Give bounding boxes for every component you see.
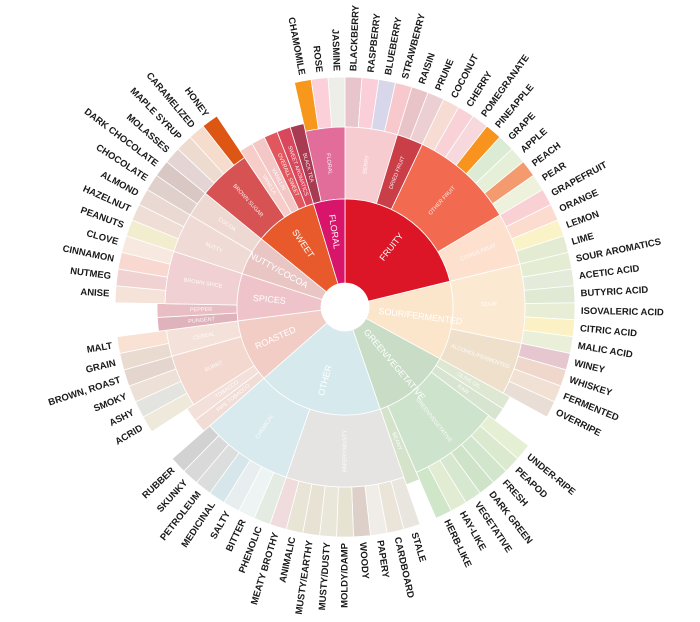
leaf-label-musty-dusty: MUSTY/DUSTY bbox=[317, 541, 333, 610]
category-label-spices: SPICES bbox=[252, 293, 286, 306]
leaf-label-stale: STALE bbox=[408, 531, 427, 563]
leaf-label-clove: CLOVE bbox=[85, 228, 119, 248]
leaf-label-chamomile: CHAMOMILE bbox=[285, 16, 307, 76]
leaf-label-rose: ROSE bbox=[310, 45, 324, 73]
leaf-label-grain: GRAIN bbox=[85, 358, 117, 376]
leaf-label-winey: WINEY bbox=[573, 358, 607, 376]
leaf-label-blueberry: BLUEBERRY bbox=[383, 16, 405, 76]
subcategory-label-pungent: PUNGENT bbox=[188, 316, 216, 325]
center-hole bbox=[321, 283, 369, 331]
subcategory-label-papery-musty: PAPERY/MUSTY bbox=[342, 429, 348, 472]
leaf-label-butyric-acid: BUTYRIC ACID bbox=[580, 285, 648, 300]
leaf-label-raspberry: RASPBERRY bbox=[366, 12, 384, 73]
leaf-label-acrid: ACRID bbox=[113, 423, 145, 448]
subcategory-label-sour: SOUR bbox=[481, 302, 497, 308]
leaf-label-blackberry: BLACKBERRY bbox=[348, 4, 361, 71]
subcategory-label-berry: BERRY bbox=[362, 155, 371, 175]
leaf-label-nutmeg: NUTMEG bbox=[69, 266, 111, 282]
leaf-label-malt: MALT bbox=[86, 341, 113, 356]
subcategory-label-floral: FLORAL bbox=[324, 153, 332, 175]
leaf-label-animalic: ANIMALIC bbox=[278, 536, 299, 584]
leaf-label-papery: PAPERY bbox=[374, 540, 391, 580]
leaf-label-moldy-damp: MOLDY/DAMP bbox=[340, 542, 351, 608]
subcategory-label-pepper: PEPPER bbox=[190, 307, 212, 313]
leaf-label-cinnamon: CINNAMON bbox=[62, 243, 116, 264]
inner-ring bbox=[236, 198, 454, 416]
leaf-label-ashy: ASHY bbox=[108, 407, 137, 429]
leaf-label-lemon: LEMON bbox=[565, 209, 601, 231]
leaf-label-malic-acid: MALIC ACID bbox=[577, 341, 634, 361]
leaf-label-isovaleric-acid: ISOVALERIC ACID bbox=[581, 306, 664, 319]
leaf-label-jasmine: JASMINE bbox=[329, 29, 342, 72]
leaf-label-lime: LIME bbox=[570, 231, 595, 248]
leaf-label-citric-acid: CITRIC ACID bbox=[579, 323, 637, 339]
leaf-label-musty-earthy: MUSTY/EARTHY bbox=[294, 539, 316, 615]
leaf-label-woody: WOODY bbox=[357, 542, 371, 580]
subcategory-label-cereal: CEREAL bbox=[193, 331, 216, 341]
leaf-label-raisin: RAISIN bbox=[417, 52, 438, 86]
leaf-label-anise: ANISE bbox=[80, 287, 110, 300]
leaf-segment-moldy-damp bbox=[336, 486, 354, 538]
outer-ring bbox=[114, 76, 576, 538]
leaf-label-acetic-acid: ACETIC ACID bbox=[578, 263, 640, 282]
